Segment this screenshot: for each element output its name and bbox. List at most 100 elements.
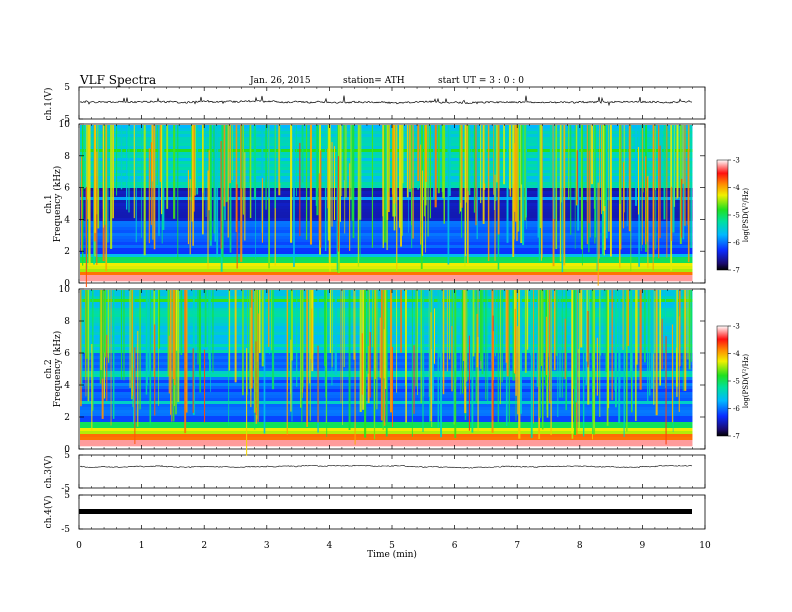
spectrogram-streak: [448, 125, 451, 197]
spectrogram-streak: [652, 290, 654, 355]
spectrogram-streak: [431, 290, 433, 427]
spectrogram-streak: [128, 125, 130, 213]
spectrogram-streak: [647, 290, 649, 405]
spectrogram-streak: [632, 290, 633, 411]
spectrogram-streak: [514, 125, 516, 212]
spectrogram-streak: [618, 290, 621, 389]
spectrogram-streak: [225, 125, 228, 203]
spectrogram-streak-core: [492, 331, 494, 381]
y-tick-label: 8: [64, 317, 70, 327]
spectrogram-streak: [100, 290, 103, 370]
spectrogram-streak: [123, 290, 125, 381]
spectrogram-streak: [376, 290, 378, 410]
spectrogram-streak: [497, 125, 500, 235]
y-tick-label: 2: [64, 413, 70, 423]
spectrogram-streak: [306, 290, 309, 427]
spectrogram-streak: [396, 125, 398, 271]
spectrogram-streak: [687, 290, 689, 360]
spectrogram-streak: [593, 125, 595, 209]
ch1-ylabel-line1: ch.1: [44, 194, 54, 213]
ch1-colorbar-label: log(PSD(V²/Hz): [742, 188, 750, 243]
spectrogram-band: [80, 269, 693, 273]
spectrogram-band: [80, 275, 693, 279]
spectrogram-streak-core: [148, 148, 150, 244]
spectrogram-streak: [301, 125, 304, 183]
spectrogram-streak: [682, 290, 684, 392]
spectrogram-streak: [565, 290, 568, 411]
spectrogram-streak: [87, 290, 90, 402]
x-tick-label: 2: [201, 541, 207, 551]
spectrogram-streak-core: [678, 316, 680, 412]
spectrogram-streak: [89, 290, 91, 361]
spectrogram-streak: [103, 125, 106, 225]
spectrogram-streak: [80, 290, 82, 407]
spectrogram-streak: [540, 290, 543, 366]
spectrogram-streak-core: [623, 162, 625, 229]
spectrogram-streak: [600, 125, 602, 215]
spectrogram-streak: [359, 290, 362, 412]
spectrogram-streak: [371, 125, 374, 248]
spectrogram-streak-core: [676, 151, 678, 200]
spectrogram-streak: [429, 125, 432, 219]
spectrogram-streak: [151, 125, 154, 182]
spectrogram-streak: [274, 125, 276, 209]
spectrogram-streak: [660, 125, 663, 186]
spectrogram-streak: [85, 125, 87, 239]
spectrogram-streak: [410, 125, 412, 226]
spectrogram-streak: [145, 290, 148, 395]
spectrogram-streak: [480, 125, 482, 204]
spectrogram-streak: [424, 125, 428, 182]
spectrogram-streak: [655, 125, 657, 250]
colorbar-tick-label: -4: [733, 184, 740, 192]
spectrogram-streak: [324, 290, 326, 366]
spectrogram-streak-core: [261, 178, 263, 243]
spectrogram-streak: [460, 290, 461, 395]
figure-title: VLF Spectra: [79, 73, 156, 87]
spectrogram-streak: [240, 125, 243, 262]
spectrogram-streak: [508, 125, 511, 190]
spectrogram-streak: [559, 290, 561, 398]
spectrogram-streak: [202, 125, 204, 235]
spectrogram-streak: [506, 290, 509, 377]
spectrogram-streak: [606, 290, 609, 426]
spectrogram-streak: [175, 290, 177, 415]
spectrogram-streak: [491, 290, 494, 433]
colorbar-tick-label: -6: [733, 405, 740, 413]
ch1-spectrogram-image: [80, 125, 705, 288]
spectrogram-streak: [367, 290, 370, 404]
ch2-ylabel-frequency: Frequency (kHz): [52, 331, 63, 408]
spectrogram-streak: [580, 290, 583, 348]
spectrogram-streak: [689, 290, 691, 356]
spectrogram-streak: [603, 290, 605, 356]
spectrogram-streak: [176, 290, 178, 351]
spectrogram-streak: [515, 290, 517, 396]
spectrogram-streak: [427, 125, 429, 237]
spectrogram-streak-core: [514, 308, 516, 374]
spectrogram-streak: [540, 125, 542, 261]
spectrogram-streak: [599, 290, 601, 417]
spectrogram-streak-core: [236, 184, 238, 269]
spectrogram-streak: [309, 125, 313, 245]
y-tick-label: 6: [64, 184, 70, 194]
spectrogram-streak: [353, 290, 355, 360]
spectrogram-streak: [339, 125, 341, 222]
spectrogram-streak: [213, 125, 216, 234]
spectrogram-streak-core: [430, 312, 432, 422]
ch2-colorbar-label: log(PSD(V²/Hz): [742, 354, 750, 409]
spectrogram-streak: [533, 290, 534, 424]
spectrogram-streak: [400, 125, 402, 247]
spectrogram-streak: [139, 290, 141, 410]
spectrogram-streak-core: [334, 146, 336, 220]
spectrogram-streak: [473, 125, 476, 213]
spectrogram-streak: [177, 290, 180, 403]
spectrogram-streak: [382, 290, 384, 430]
y-tick-label: -5: [61, 115, 70, 125]
spectrogram-streak-core: [246, 348, 248, 456]
spectrogram-streak: [635, 125, 637, 206]
x-tick-label: 4: [327, 541, 333, 551]
spectrogram-streak: [221, 125, 224, 258]
spectrogram-streak: [559, 125, 562, 262]
spectrogram-streak-core: [134, 347, 136, 445]
spectrogram-streak: [465, 290, 468, 382]
spectrogram-streak: [135, 125, 137, 243]
